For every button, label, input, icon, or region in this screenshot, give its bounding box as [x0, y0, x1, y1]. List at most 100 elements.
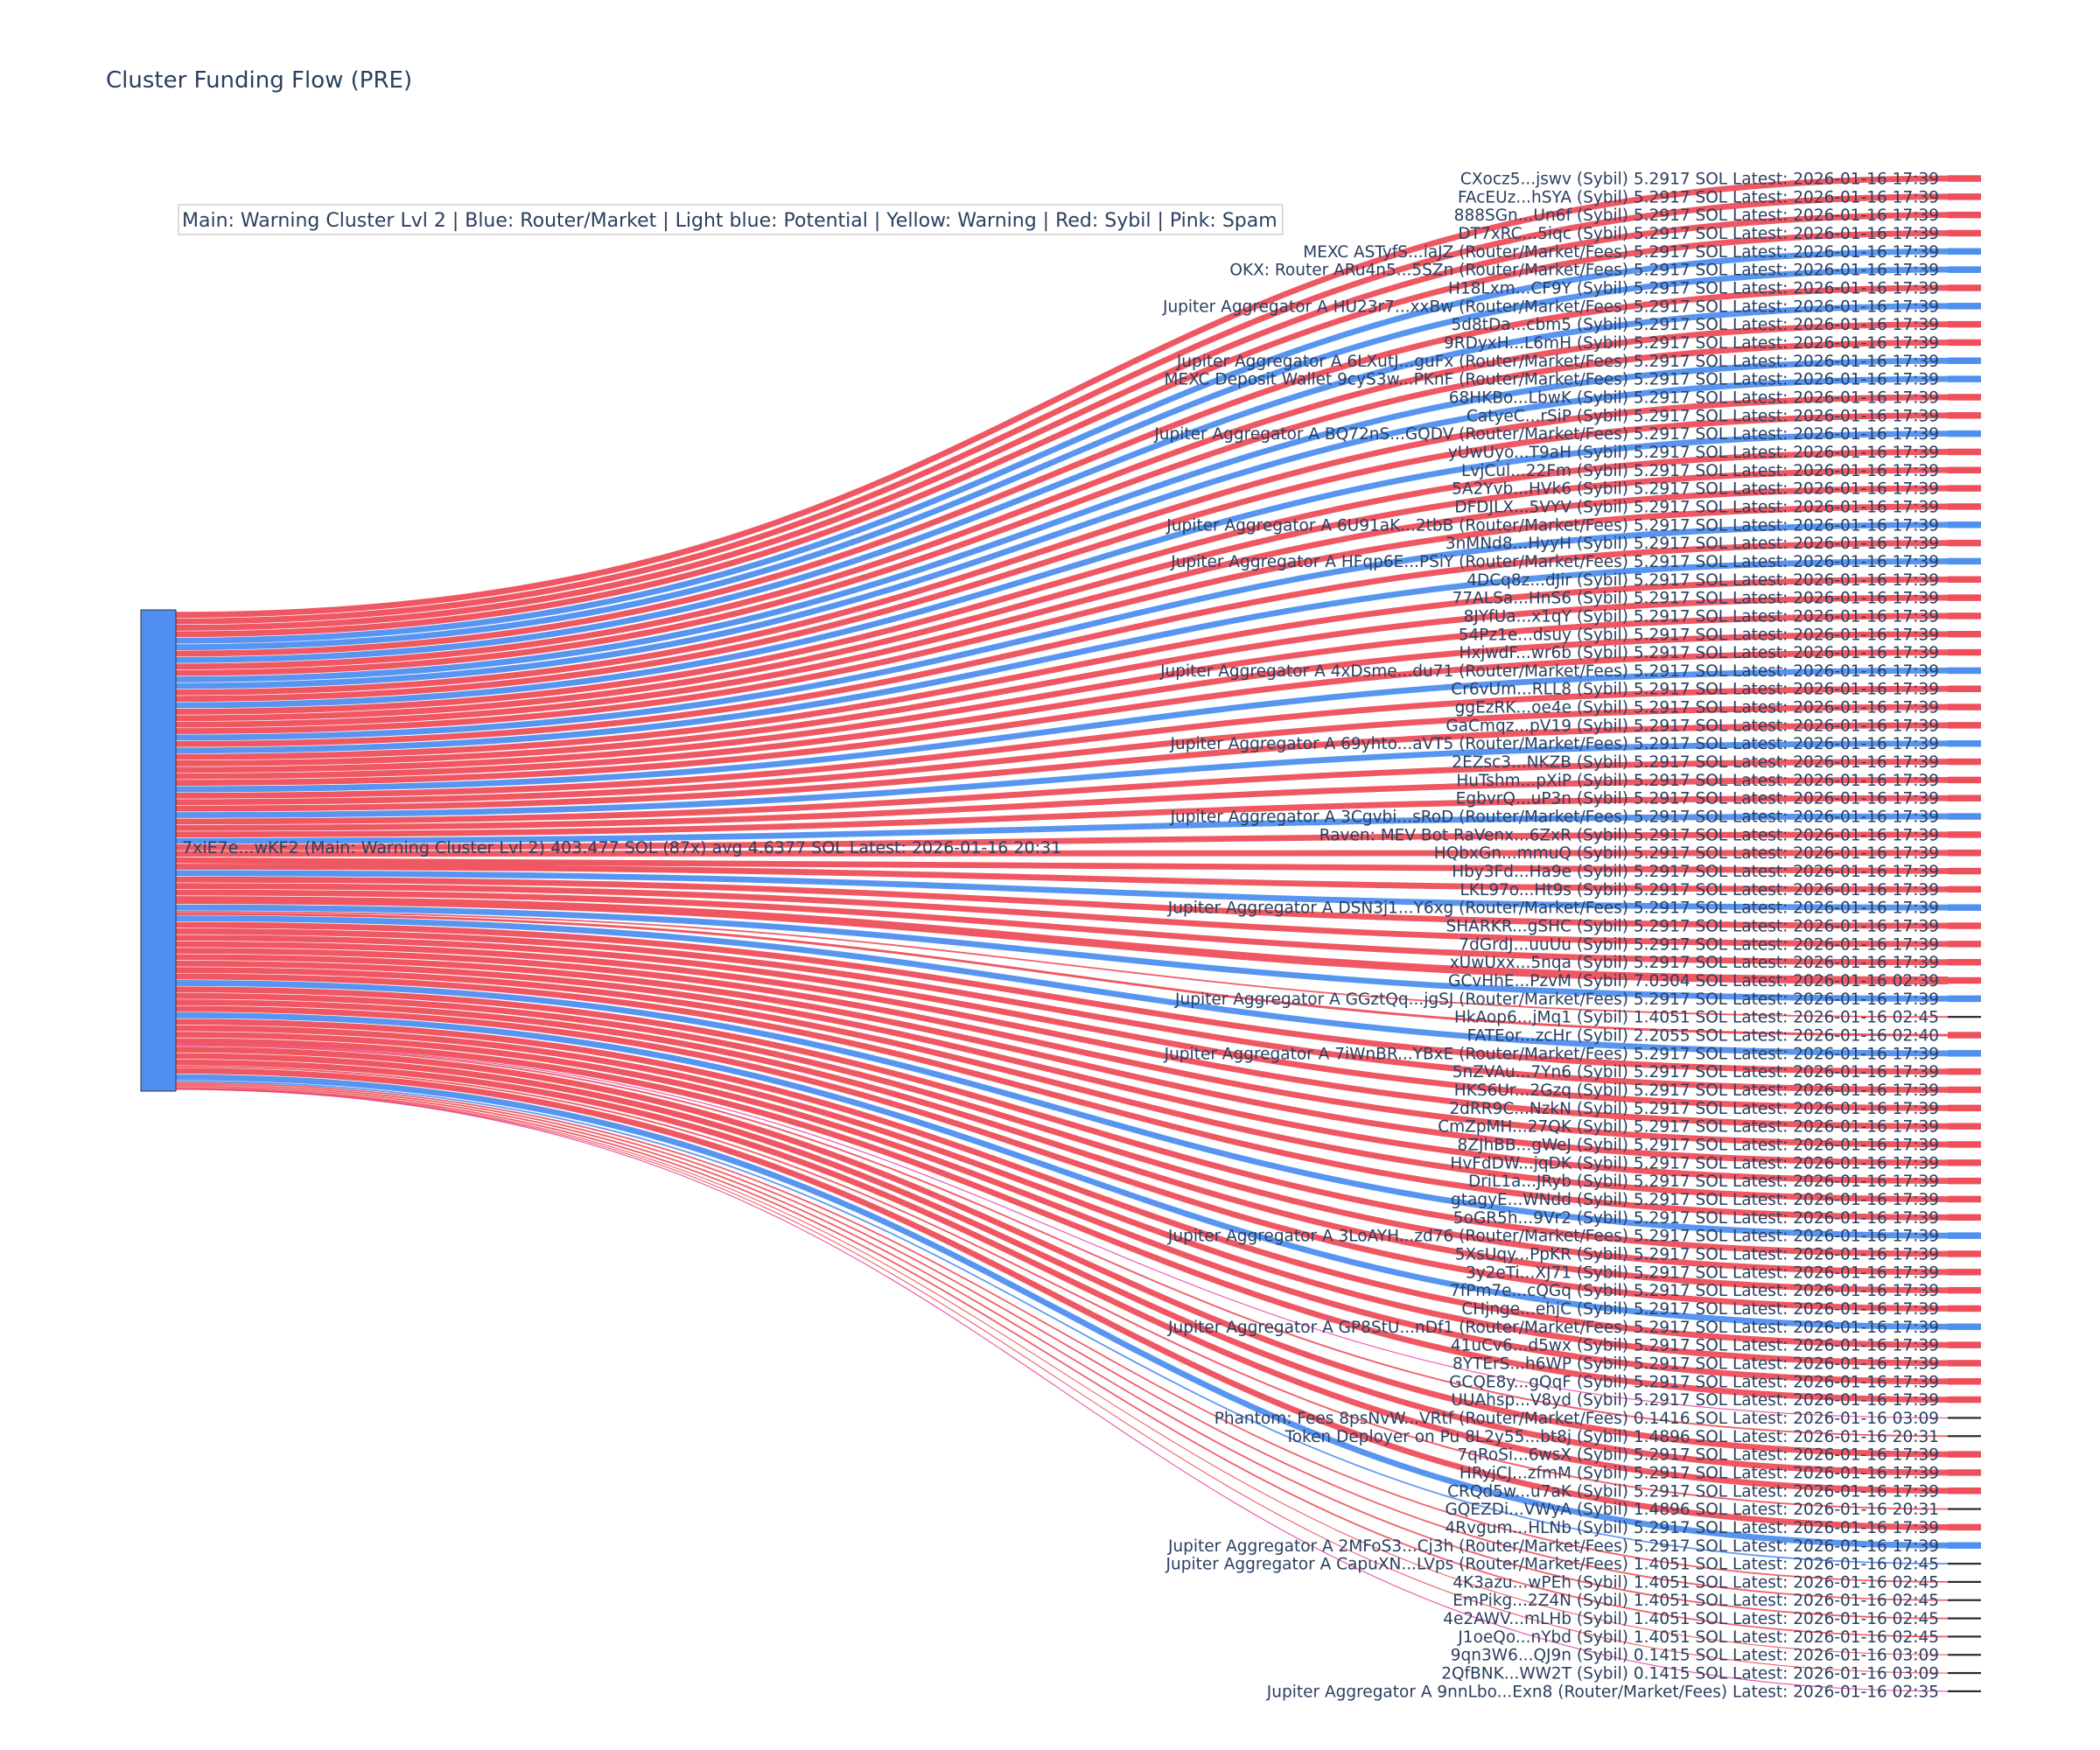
target-node[interactable] — [1948, 1068, 1981, 1075]
target-node[interactable] — [1948, 813, 1981, 820]
flow-link[interactable] — [175, 776, 1949, 831]
flow-link[interactable] — [175, 1074, 1949, 1549]
flow-link[interactable] — [175, 999, 1949, 1294]
target-node[interactable] — [1948, 758, 1981, 766]
target-node[interactable] — [1948, 1050, 1981, 1057]
flow-link[interactable] — [175, 759, 1949, 825]
flow-link[interactable] — [175, 193, 1949, 625]
target-node[interactable] — [1948, 722, 1981, 729]
source-node[interactable] — [140, 609, 177, 1092]
flow-link[interactable] — [175, 685, 1949, 799]
flow-link[interactable] — [175, 915, 1949, 1057]
target-node[interactable] — [1948, 776, 1981, 784]
flow-link[interactable] — [175, 740, 1949, 818]
flow-link[interactable] — [175, 212, 1949, 631]
target-node[interactable] — [1948, 211, 1981, 219]
flow-link[interactable] — [175, 857, 1949, 874]
target-node[interactable] — [1948, 1195, 1981, 1203]
flow-link[interactable] — [175, 992, 1949, 1276]
target-node[interactable] — [1948, 648, 1981, 656]
flow-link[interactable] — [175, 466, 1949, 722]
flow-link[interactable] — [175, 704, 1949, 806]
target-node[interactable] — [1948, 1378, 1981, 1385]
target-node[interactable] — [1948, 357, 1981, 365]
flow-link[interactable] — [175, 449, 1949, 715]
flow-link[interactable] — [175, 394, 1949, 696]
target-node[interactable] — [1948, 1232, 1981, 1239]
target-node[interactable] — [1948, 412, 1981, 419]
target-node[interactable] — [1948, 631, 1981, 638]
target-node[interactable] — [1948, 904, 1981, 911]
target-node[interactable] — [1948, 1417, 1981, 1419]
flow-link[interactable] — [175, 430, 1949, 709]
target-node[interactable] — [1948, 922, 1981, 929]
flow-link[interactable] — [175, 980, 1949, 1239]
flow-link[interactable] — [175, 631, 1949, 780]
flow-link[interactable] — [175, 889, 1949, 966]
flow-link[interactable] — [175, 948, 1949, 1148]
target-node[interactable] — [1948, 266, 1981, 273]
flow-link[interactable] — [175, 941, 1949, 1130]
flow-link[interactable] — [175, 1088, 1949, 1692]
flow-link[interactable] — [175, 266, 1949, 650]
target-node[interactable] — [1948, 284, 1981, 291]
flow-link[interactable] — [175, 594, 1949, 766]
target-node[interactable] — [1948, 849, 1981, 857]
target-node[interactable] — [1948, 175, 1981, 182]
flow-link[interactable] — [175, 558, 1949, 754]
flow-link[interactable] — [175, 928, 1949, 1093]
target-node[interactable] — [1948, 1671, 1981, 1675]
flow-link[interactable] — [175, 850, 1949, 858]
flow-link[interactable] — [175, 1080, 1949, 1564]
flow-link[interactable] — [175, 1085, 1949, 1620]
flow-link[interactable] — [175, 864, 1949, 892]
flow-link[interactable] — [175, 967, 1949, 1202]
flow-link[interactable] — [175, 284, 1949, 657]
target-node[interactable] — [1948, 685, 1981, 692]
flow-link[interactable] — [175, 831, 1949, 850]
flow-link[interactable] — [175, 1083, 1949, 1601]
target-node[interactable] — [1948, 739, 1981, 747]
flow-link[interactable] — [175, 722, 1949, 812]
target-node[interactable] — [1948, 1016, 1981, 1018]
flow-link[interactable] — [175, 1032, 1949, 1385]
target-node[interactable] — [1948, 1305, 1981, 1312]
flow-link[interactable] — [175, 960, 1949, 1185]
flow-link[interactable] — [175, 668, 1949, 793]
flow-link[interactable] — [175, 576, 1949, 760]
target-node[interactable] — [1948, 503, 1981, 510]
target-node[interactable] — [1948, 1323, 1981, 1331]
flow-link[interactable] — [175, 1018, 1949, 1348]
target-node[interactable] — [1948, 1086, 1981, 1094]
target-node[interactable] — [1948, 1654, 1981, 1656]
target-node[interactable] — [1948, 485, 1981, 492]
flow-link[interactable] — [175, 540, 1949, 747]
flow-link[interactable] — [175, 986, 1949, 1257]
target-node[interactable] — [1948, 704, 1981, 710]
flow-link[interactable] — [175, 522, 1949, 741]
flow-link[interactable] — [175, 1038, 1949, 1404]
target-node[interactable] — [1948, 976, 1981, 984]
flow-link[interactable] — [175, 375, 1949, 690]
flow-link[interactable] — [175, 1082, 1949, 1583]
target-node[interactable] — [1948, 1488, 1981, 1494]
target-node[interactable] — [1948, 320, 1981, 328]
target-node[interactable] — [1948, 1542, 1981, 1550]
target-node[interactable] — [1948, 1250, 1981, 1257]
flow-link[interactable] — [175, 1046, 1949, 1458]
flow-link[interactable] — [175, 904, 1949, 1002]
flow-link[interactable] — [175, 1088, 1949, 1674]
target-node[interactable] — [1948, 1286, 1981, 1294]
target-node[interactable] — [1948, 1141, 1981, 1148]
target-node[interactable] — [1948, 995, 1981, 1003]
target-node[interactable] — [1948, 248, 1981, 256]
target-node[interactable] — [1948, 794, 1981, 802]
flow-link[interactable] — [175, 1025, 1949, 1367]
target-node[interactable] — [1948, 594, 1981, 601]
target-node[interactable] — [1948, 1214, 1981, 1222]
flow-link[interactable] — [175, 1059, 1949, 1494]
flow-link[interactable] — [175, 1088, 1949, 1656]
target-node[interactable] — [1948, 867, 1981, 875]
flow-link[interactable] — [175, 1044, 1949, 1418]
flow-link[interactable] — [175, 973, 1949, 1221]
